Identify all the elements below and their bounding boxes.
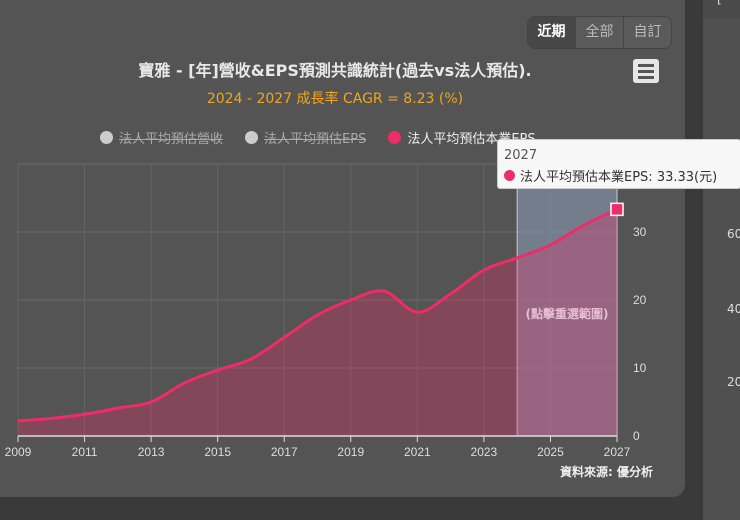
side-chart-panel: [- 60 40 20 [703, 0, 740, 520]
x-tick-label: 2019 [337, 445, 364, 459]
x-tick-label: 2017 [271, 445, 298, 459]
highlighted-point [610, 202, 624, 217]
tooltip-text: 法人平均預估本業EPS: 33.33(元) [520, 170, 718, 185]
x-tick-label: 2023 [471, 445, 498, 459]
tooltip-year: 2027 [504, 148, 538, 163]
side-y-tick: 20 [727, 375, 740, 389]
x-tick-label: 2011 [72, 445, 98, 459]
x-tick-label: 2013 [138, 445, 165, 459]
x-tick-label: 2025 [537, 445, 564, 459]
series-area [18, 209, 617, 436]
legend-dot [245, 131, 259, 144]
y-tick-label: 20 [633, 293, 647, 307]
x-tick-label: 2027 [604, 445, 631, 459]
side-y-tick: 60 [727, 227, 740, 241]
range-selector: 近期 全部 自訂 [527, 16, 672, 49]
y-tick-label: 30 [633, 225, 647, 239]
legend-dot [100, 131, 113, 144]
side-panel-header: [- [703, 0, 740, 18]
legend-dot [388, 131, 402, 144]
legend-item-revenue[interactable]: 法人平均預估營收 [100, 128, 223, 147]
legend-item-eps[interactable]: 法人平均預估EPS [245, 128, 366, 147]
tooltip: 2027 法人平均預估本業EPS: 33.33(元) [497, 139, 740, 189]
range-button-custom[interactable]: 自訂 [633, 24, 662, 40]
range-button-all[interactable]: 全部 [576, 17, 624, 48]
chart-title: 寶雅 - [年]營收&EPS預測共識統計(過去vs法人預估). [138, 61, 532, 80]
forecast-range-label[interactable]: (點擊重選範圍) [525, 307, 609, 321]
hamburger-icon[interactable] [633, 59, 659, 83]
y-tick-label: 0 [633, 429, 640, 443]
y-tick-label: 10 [633, 361, 647, 375]
range-button-recent[interactable]: 近期 [528, 17, 576, 48]
data-source: 資料來源: 優分析 [560, 465, 653, 479]
side-y-tick: 40 [727, 302, 740, 316]
tooltip-dot [504, 170, 515, 181]
chart-subtitle: 2024 - 2027 成長率 CAGR = 8.23 (%) [206, 91, 464, 107]
series-line [17, 208, 618, 423]
forecast-range-band [516, 163, 618, 437]
x-tick-label: 2009 [5, 445, 32, 459]
x-tick-label: 2015 [204, 445, 231, 459]
x-tick-label: 2021 [404, 445, 431, 459]
